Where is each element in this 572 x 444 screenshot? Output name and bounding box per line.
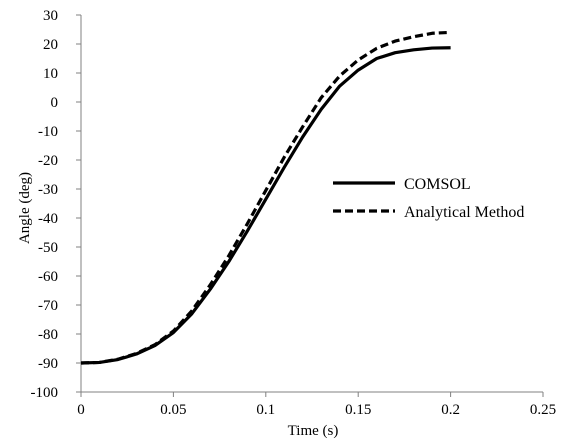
y-tick-label: -70 (38, 298, 58, 314)
x-tick-label: 0.25 (530, 402, 556, 418)
x-axis-label: Time (s) (288, 423, 339, 439)
y-tick-label: 30 (43, 8, 58, 24)
series-line-analytical-method (80, 30, 451, 365)
y-tick-label: -30 (38, 182, 58, 198)
y-tick-label: 20 (43, 37, 58, 53)
y-tick-label: -80 (38, 327, 58, 343)
y-tick-label: -90 (38, 356, 58, 372)
y-tick-label: 0 (51, 95, 59, 111)
x-tick-label: 0.15 (345, 402, 371, 418)
series-layer (80, 30, 451, 365)
y-tick-label: -60 (38, 269, 58, 285)
y-axis-label: Angle (deg) (17, 172, 33, 244)
legend: COMSOL Analytical Method (333, 176, 524, 221)
y-tick-label: -50 (38, 240, 58, 256)
y-tick-label: 10 (43, 66, 58, 82)
legend-label-comsol: COMSOL (404, 176, 471, 193)
series-line-comsol (80, 46, 451, 365)
x-axis-tick-labels: 0 0.05 0.1 0.15 0.2 0.25 (77, 392, 556, 418)
legend-label-analytical-method: Analytical Method (404, 204, 524, 221)
x-tick-label: 0.1 (256, 402, 275, 418)
y-tick-label: -20 (38, 153, 58, 169)
x-tick-label: 0.2 (441, 402, 460, 418)
y-axis-tick-labels: 30 20 10 0 -10 -20 -30 -40 -50 -60 -70 -80 -90 -100 (31, 8, 81, 401)
y-tick-label: -40 (38, 211, 58, 227)
x-tick-label: 0 (77, 402, 85, 418)
y-tick-label: -100 (31, 385, 59, 401)
x-tick-label: 0.05 (160, 402, 186, 418)
y-tick-label: -10 (38, 124, 58, 140)
